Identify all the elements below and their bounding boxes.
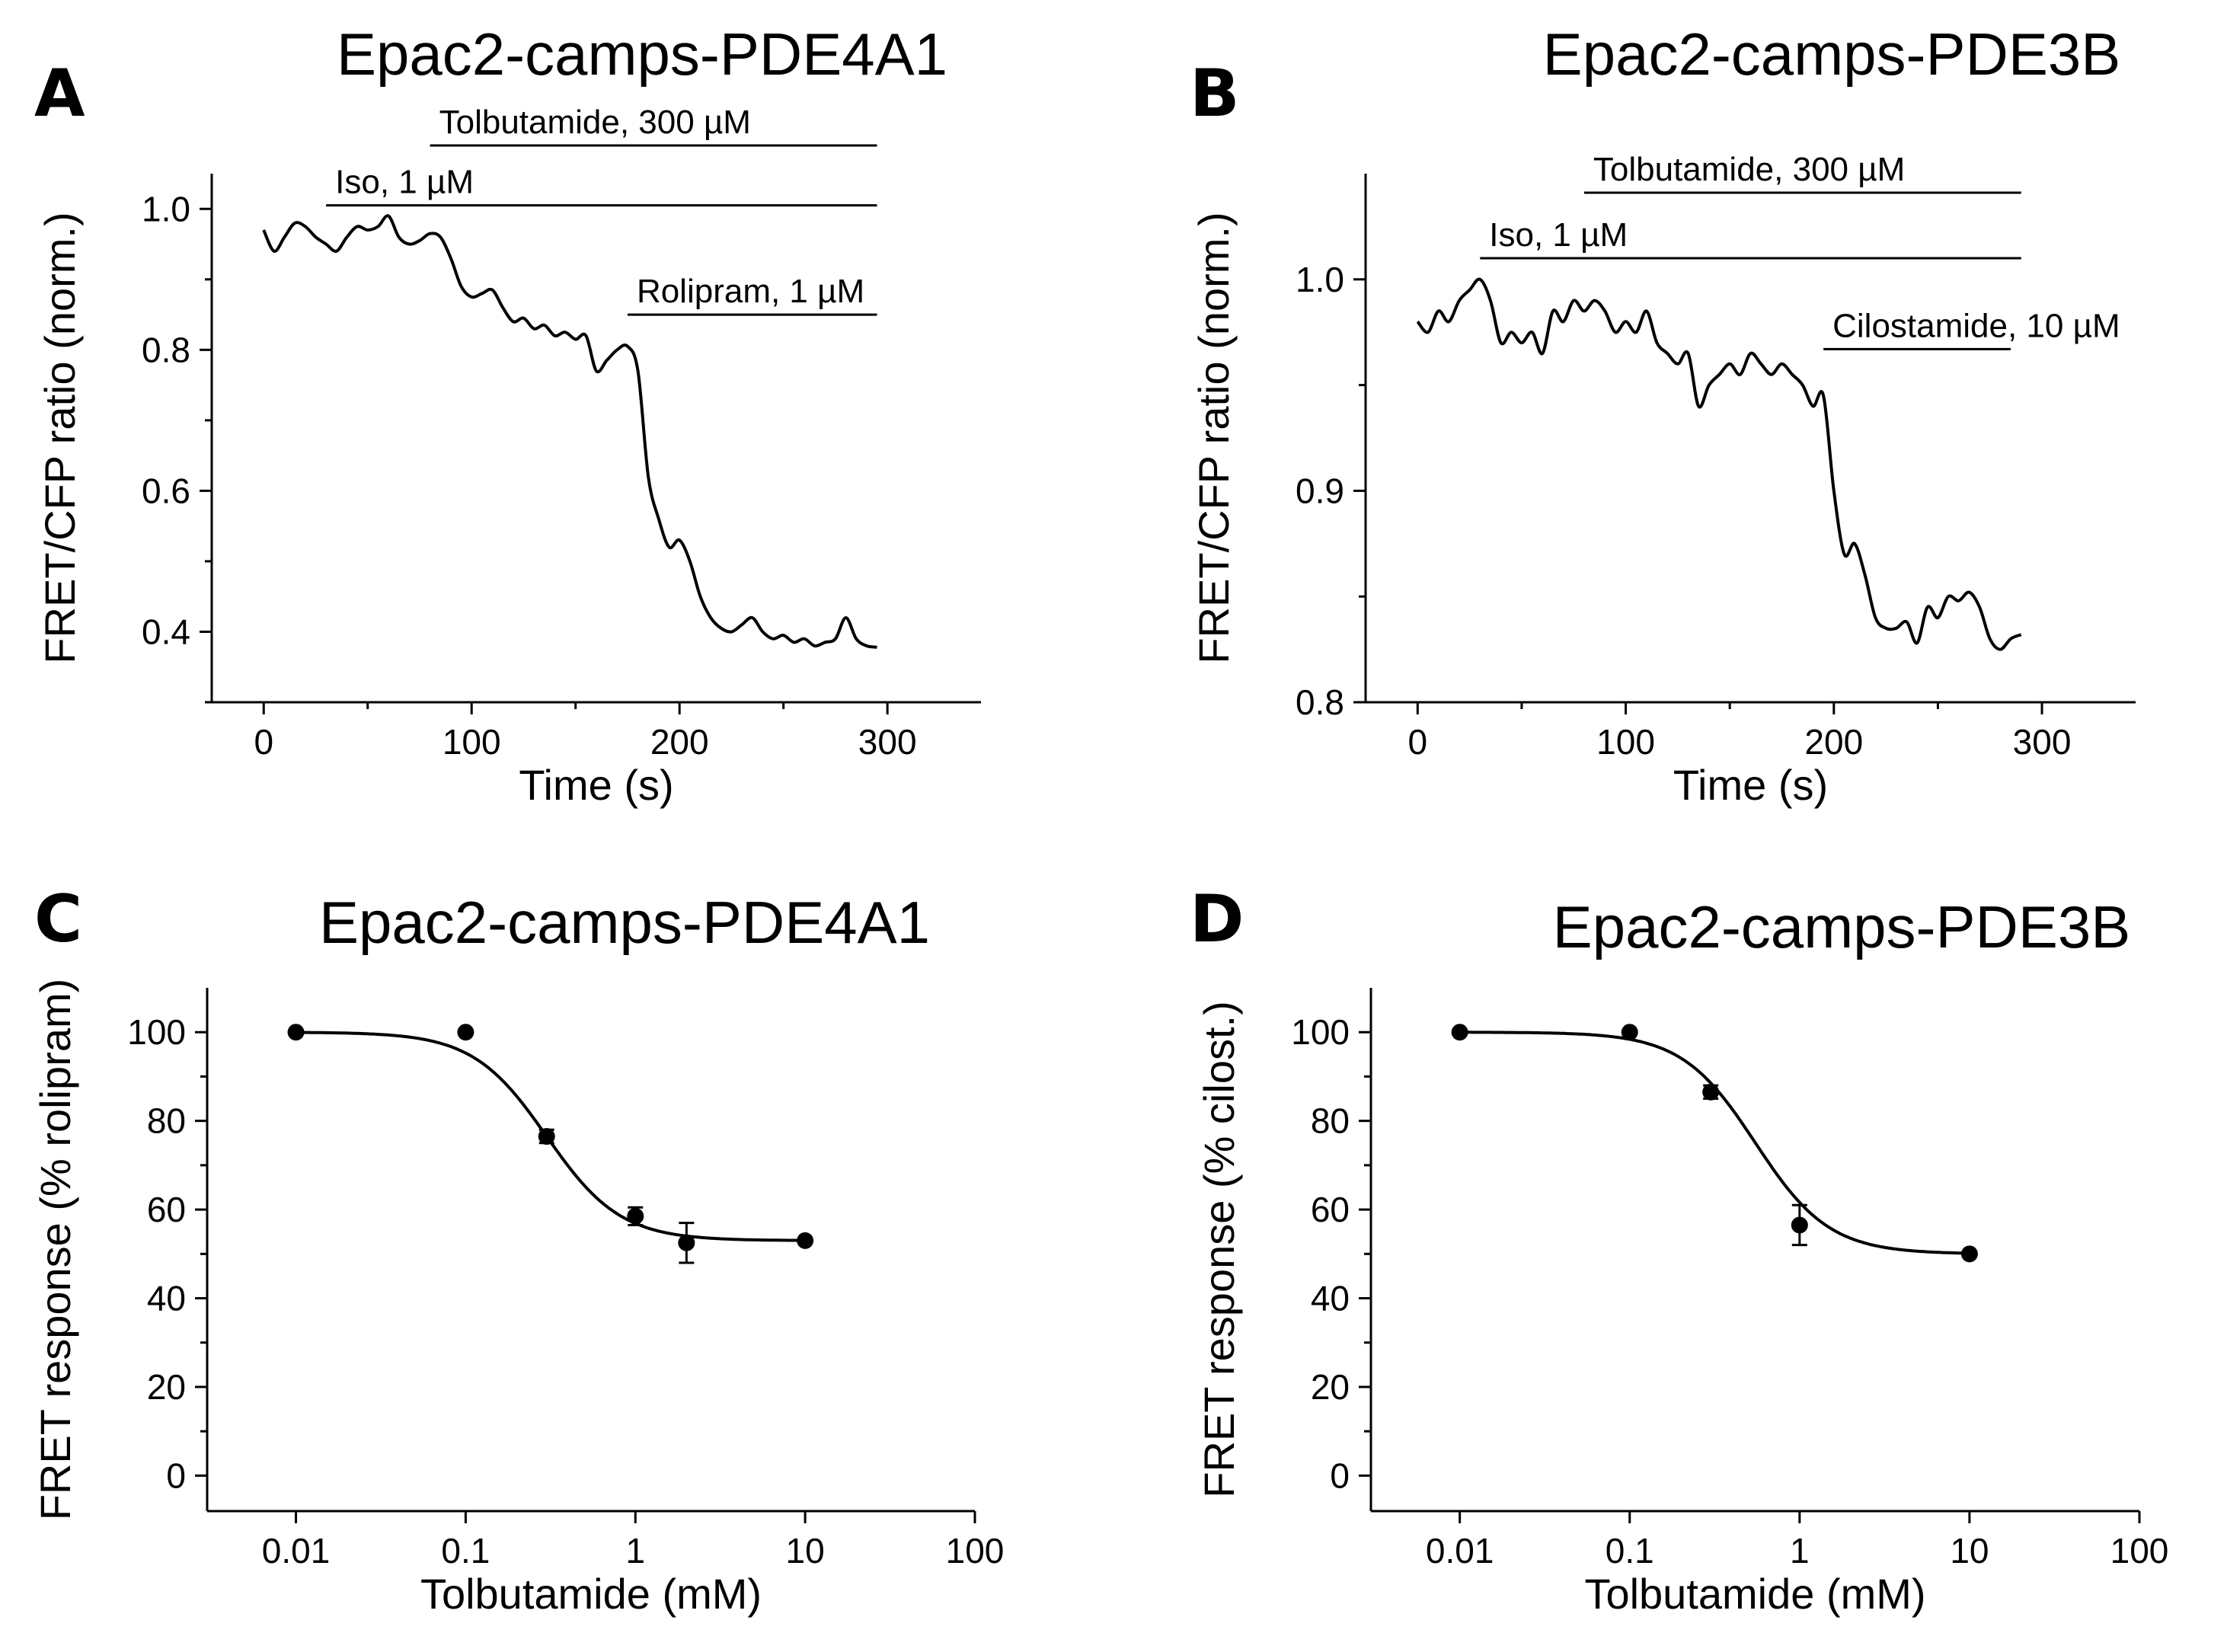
panel-a-x-tick-label: 200: [650, 722, 709, 762]
panel-a-y-tick-label: 0.4: [142, 612, 190, 651]
panel-a-x-tick-label: 0: [254, 722, 273, 762]
panel-c-x-tick-label: 0.01: [262, 1531, 331, 1571]
panel-b-letter: B: [1190, 56, 1240, 132]
panel-c-title: Epac2-camps-PDE4A1: [319, 889, 930, 956]
panel-d-x-tick-label: 0.1: [1606, 1531, 1654, 1571]
panel-d-y-tick-label: 20: [1311, 1367, 1350, 1407]
panel-c-x-tick-label: 1: [625, 1531, 645, 1571]
panel-b-x-tick-label: 100: [1596, 722, 1655, 762]
panel-c-y-tick-label: 0: [166, 1455, 186, 1495]
panel-a-trace: [262, 214, 877, 649]
panel-a-treatment-label: Iso, 1 µM: [335, 164, 474, 201]
panel-a-x-label: Time (s): [519, 761, 673, 809]
panel-b-trace: [1416, 277, 2022, 651]
panel-c-data-point: [678, 1234, 695, 1251]
panel-d-x-tick-label: 100: [2110, 1531, 2169, 1571]
panel-c-letter: C: [34, 881, 82, 957]
panel-d-data-point: [1791, 1216, 1808, 1234]
panel-d-y-tick-label: 100: [1291, 1012, 1350, 1052]
panel-c-y-tick-label: 20: [147, 1367, 186, 1407]
panel-c-x-tick-label: 0.1: [441, 1531, 490, 1571]
panel-b-y-tick-label: 1.0: [1296, 260, 1344, 299]
panel-d-y-tick-label: 80: [1311, 1101, 1350, 1141]
panel-d-y-tick-label: 0: [1330, 1455, 1350, 1495]
panel-d-data-point: [1621, 1024, 1638, 1041]
panel-d-letter: D: [1190, 881, 1244, 957]
panel-d-x-tick-label: 0.01: [1426, 1531, 1494, 1571]
panel-a-treatment-label: Tolbutamide, 300 µM: [439, 104, 751, 141]
panel-c-data-point: [538, 1128, 555, 1146]
panel-b-treatment-label: Tolbutamide, 300 µM: [1593, 151, 1905, 188]
panel-d-x-tick-label: 1: [1790, 1531, 1810, 1571]
panel-b-y-tick-label: 0.9: [1296, 471, 1344, 510]
panel-b-x-tick-label: 300: [2013, 722, 2072, 762]
panel-c-data-point: [287, 1024, 305, 1041]
panel-d-fit-curve: [1459, 1031, 1970, 1255]
panel-a-letter: A: [34, 56, 85, 132]
panel-d-data-point: [1702, 1083, 1720, 1101]
panel-c-y-tick-label: 60: [147, 1190, 186, 1229]
panel-b-y-label: FRET/CFP ratio (norm.): [1190, 212, 1238, 663]
panel-d-y-label: FRET response (% cilost.): [1195, 1001, 1243, 1497]
panel-a-x-tick-label: 100: [443, 722, 501, 762]
panel-a-title: Epac2-camps-PDE4A1: [337, 21, 947, 88]
panel-d-x-tick-label: 10: [1950, 1531, 1989, 1571]
panel-b-y-tick-label: 0.8: [1296, 682, 1344, 722]
panel-b-x-tick-label: 200: [1804, 722, 1863, 762]
panel-c-x-tick-label: 10: [786, 1531, 825, 1571]
panel-a-x-tick-label: 300: [858, 722, 917, 762]
panel-d-y-tick-label: 40: [1311, 1279, 1350, 1318]
panel-c-y-tick-label: 40: [147, 1279, 186, 1318]
panel-d-x-label: Tolbutamide (mM): [1584, 1570, 1925, 1618]
panel-d: D Epac2-camps-PDE3B 0.01 0.1 1 10 100 0 20 40 60 80…: [1190, 881, 2168, 1618]
panel-b-treatment-label: Cilostamide, 10 µM: [1832, 307, 2120, 344]
panel-b-title: Epac2-camps-PDE3B: [1543, 21, 2121, 88]
panel-c-y-tick-label: 80: [147, 1101, 186, 1141]
panel-a: A Epac2-camps-PDE4A1 0 100 200 300 0.4 0.6 0.8 1.…: [34, 21, 981, 809]
panel-a-y-label: FRET/CFP ratio (norm.): [36, 212, 84, 663]
panel-d-title: Epac2-camps-PDE3B: [1553, 893, 2131, 960]
panel-d-y-tick-label: 60: [1311, 1190, 1350, 1229]
panel-b-x-label: Time (s): [1673, 761, 1828, 809]
panel-a-treatment-label: Rolipram, 1 µM: [637, 273, 864, 310]
panel-b-treatment-label: Iso, 1 µM: [1489, 216, 1628, 254]
panel-b: B Epac2-camps-PDE3B 0 100 200 300 0.8 0.9 1.0 Tim…: [1190, 21, 2136, 809]
panel-a-y-tick-label: 0.8: [142, 330, 190, 369]
panel-c-y-label: FRET response (% rolipram): [31, 979, 79, 1521]
panel-d-data-point: [1960, 1245, 1978, 1263]
panel-c: C Epac2-camps-PDE4A1 0.01 0.1 1 10 100 0 20 40 60 8…: [31, 881, 1004, 1618]
panel-b-x-tick-label: 0: [1408, 722, 1428, 762]
panel-a-y-tick-label: 1.0: [142, 189, 190, 228]
panel-d-data-point: [1451, 1024, 1468, 1041]
panel-c-y-tick-label: 100: [127, 1012, 186, 1052]
panel-c-data-point: [627, 1207, 644, 1225]
panel-a-y-tick-label: 0.6: [142, 471, 190, 510]
panel-c-x-label: Tolbutamide (mM): [420, 1570, 762, 1618]
panel-c-data-point: [797, 1232, 814, 1249]
panel-c-data-point: [457, 1024, 474, 1041]
panel-c-x-tick-label: 100: [946, 1531, 1005, 1571]
